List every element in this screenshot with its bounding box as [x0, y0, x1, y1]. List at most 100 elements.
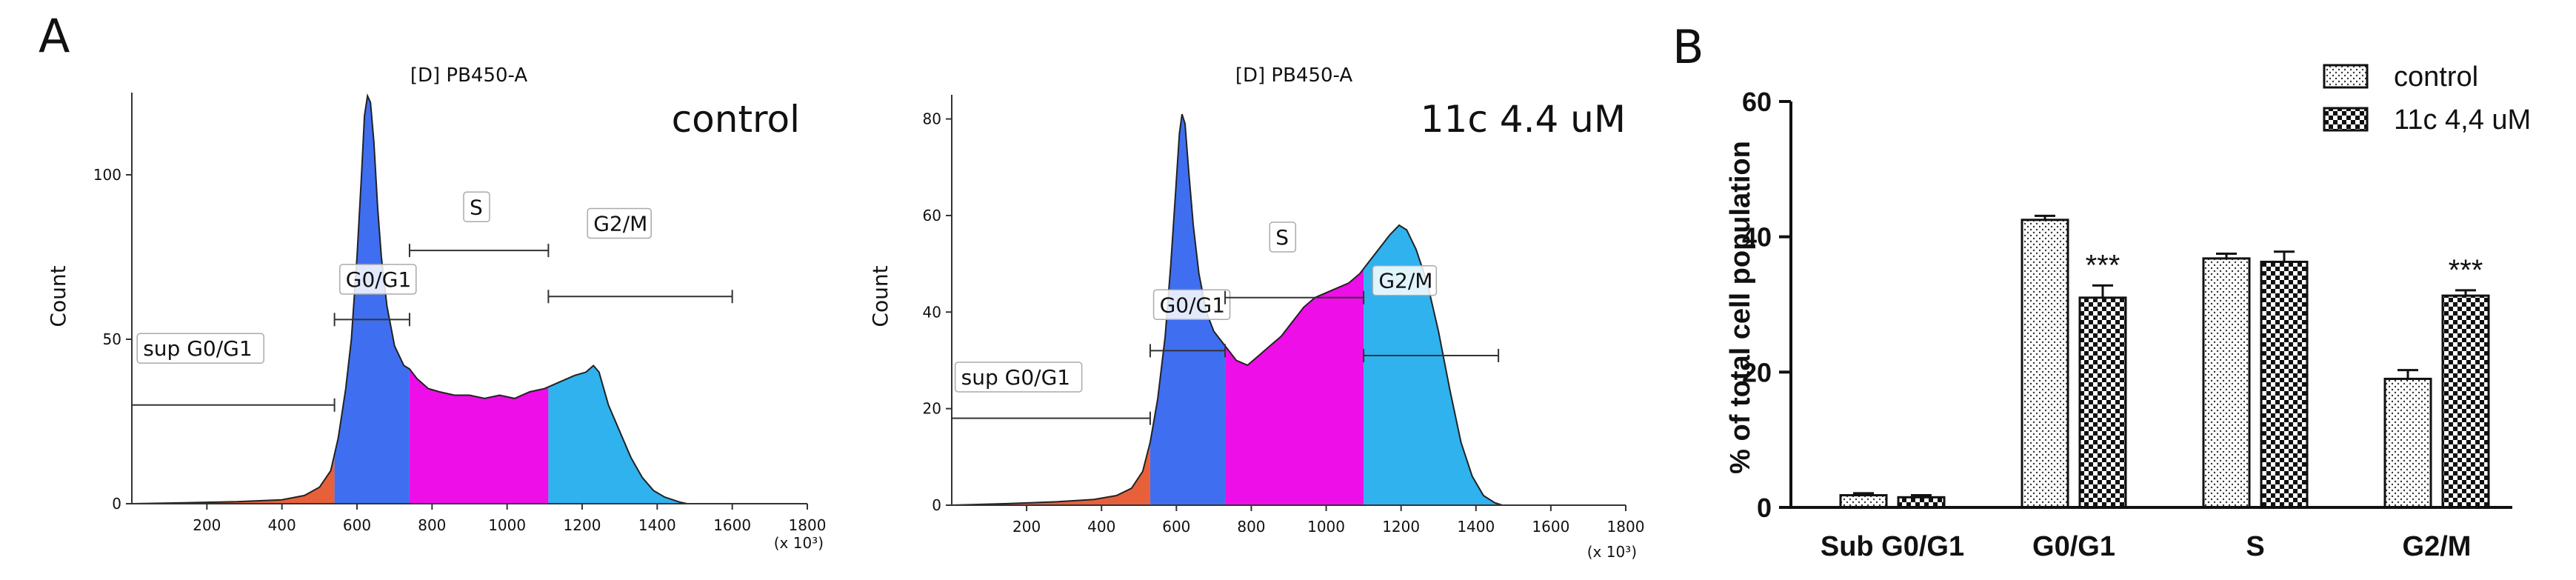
bar-chart: % of total cell population *** *** Sub G0…: [1725, 61, 2531, 562]
gate-label: S: [470, 195, 483, 219]
bar-control-g0-g1: [2021, 219, 2069, 509]
y-tick-label: 50: [103, 330, 121, 348]
x-tick-label: 1000: [488, 516, 526, 534]
y-tick-label: 40: [1742, 222, 1772, 253]
x-tick-label: 1200: [564, 516, 601, 534]
histogram-outline: [951, 113, 1503, 506]
gate-label-box: [1372, 264, 1438, 296]
x-tick-label: 1000: [1307, 518, 1345, 536]
gate-s: S: [1224, 221, 1365, 304]
gate-label: G0/G1: [346, 267, 411, 292]
bar-11c-4-4-um-s: [2260, 260, 2309, 509]
x-tick-label: 400: [1087, 518, 1115, 536]
gate-label: sup G0/G1: [961, 365, 1070, 390]
y-tick-label: 0: [112, 495, 121, 513]
bar-11c-4-4-um-g0-g1: [2078, 296, 2127, 509]
legend: control 11c 4,4 uM: [2323, 61, 2531, 136]
y-tick-label: 100: [93, 166, 121, 184]
x-tick-label: 1600: [1532, 518, 1569, 536]
y-tick-label: 60: [923, 207, 941, 224]
gate-s: S: [408, 191, 550, 258]
gate-g2-m: G2/M: [547, 207, 733, 304]
gate-label: G2/M: [1378, 269, 1432, 293]
bar-11c-4-4-um-g2-m: [2441, 294, 2490, 509]
x-tick-label: 400: [268, 516, 296, 534]
significance-marker: ***: [2449, 254, 2483, 287]
gate-label-box: [1269, 221, 1297, 253]
y-axis-label: Count: [868, 265, 892, 327]
x-tick-label: 200: [1012, 518, 1041, 536]
gate-g2-m: G2/M: [1363, 264, 1500, 362]
histogram-control: [D] PB450-A control Count sup G0/G1 G0/G1…: [46, 64, 826, 552]
x-tick-label: G2/M: [2403, 531, 2472, 562]
panel-label-a: A: [39, 9, 70, 63]
significance-marker: ***: [2086, 249, 2120, 281]
y-tick-label: 0: [1757, 493, 1772, 523]
bar-control-g2-m: [2383, 377, 2432, 509]
bar-11c-4-4-um-sub-g0-g1: [1897, 496, 1946, 509]
bar-group-g2-m: ***: [2383, 254, 2490, 509]
gate-label-box: [136, 333, 264, 364]
gate-label-box: [587, 207, 652, 239]
x-tick-label: 600: [1162, 518, 1190, 536]
x-tick-label: 1800: [789, 516, 827, 534]
gate-label: S: [1275, 225, 1289, 250]
legend-label-control: control: [2394, 61, 2478, 93]
x-multiplier: (x 10³): [1587, 543, 1637, 561]
x-tick-label: 800: [1237, 518, 1265, 536]
gate-label-box: [339, 264, 417, 295]
y-tick-label: 80: [923, 110, 941, 128]
histogram-title: [D] PB450-A: [1235, 64, 1353, 87]
gate-label: G2/M: [593, 211, 647, 236]
bar-group-sub-g0-g1: [1839, 492, 1946, 509]
histogram-outline: [131, 93, 688, 504]
y-tick-label: 60: [1742, 87, 1772, 117]
x-tick-label: Sub G0/G1: [1821, 531, 1964, 562]
gate-sup-g0-g1: sup G0/G1: [131, 333, 336, 412]
gate-g0-g1: G0/G1: [1149, 289, 1231, 358]
x-tick-label: 600: [343, 516, 371, 534]
gate-label-box: [1152, 289, 1231, 321]
x-tick-label: 1600: [713, 516, 751, 534]
y-tick-label: 0: [932, 496, 941, 514]
phase-fill-s: [1225, 268, 1364, 505]
phase-fill-g2-m: [548, 365, 687, 504]
bar-control-sub-g0-g1: [1839, 494, 1888, 509]
x-tick-label: 1800: [1607, 518, 1645, 536]
y-axis-label: % of total cell population: [1725, 141, 1756, 474]
legend-swatch-11c: [2323, 107, 2369, 132]
bar-group-s: [2202, 250, 2309, 509]
y-tick-label: 20: [1742, 357, 1772, 387]
gate-sup-g0-g1: sup G0/G1: [951, 361, 1151, 425]
legend-swatch-control: [2323, 64, 2369, 89]
legend-label-11c: 11c 4,4 uM: [2394, 104, 2531, 136]
bar-group-g0-g1: ***: [2021, 214, 2127, 509]
gate-label: G0/G1: [1160, 293, 1225, 317]
x-tick-label: 1400: [1457, 518, 1495, 536]
gate-label-box: [463, 191, 490, 223]
x-tick-label: 800: [418, 516, 446, 534]
y-axis-label: Count: [46, 265, 70, 327]
x-tick-label: 200: [193, 516, 221, 534]
phase-fill-g0-g1: [334, 96, 410, 504]
x-tick-label: S: [2246, 531, 2264, 562]
gate-label: sup G0/G1: [143, 336, 252, 361]
condition-label: control: [672, 98, 800, 141]
x-tick-label: G0/G1: [2032, 531, 2115, 562]
bar-control-s: [2202, 257, 2251, 509]
panel-label-b: B: [1672, 20, 1704, 74]
y-tick-label: 20: [923, 400, 941, 418]
condition-label: 11c 4.4 uM: [1421, 98, 1626, 141]
phase-fill-s: [409, 369, 549, 504]
x-tick-label: 1400: [638, 516, 676, 534]
y-tick-label: 40: [923, 303, 941, 321]
x-tick-label: 1200: [1382, 518, 1420, 536]
phase-fill-sub-g0-g1: [952, 442, 1150, 505]
phase-fill-sub-g0-g1: [132, 454, 335, 504]
histogram-title: [D] PB450-A: [410, 64, 528, 87]
gate-g0-g1: G0/G1: [333, 264, 417, 327]
histogram-11c: [D] PB450-A 11c 4.4 uM Count sup G0/G1 G0…: [868, 64, 1644, 561]
x-multiplier: (x 10³): [774, 534, 824, 552]
gate-label-box: [954, 361, 1083, 393]
